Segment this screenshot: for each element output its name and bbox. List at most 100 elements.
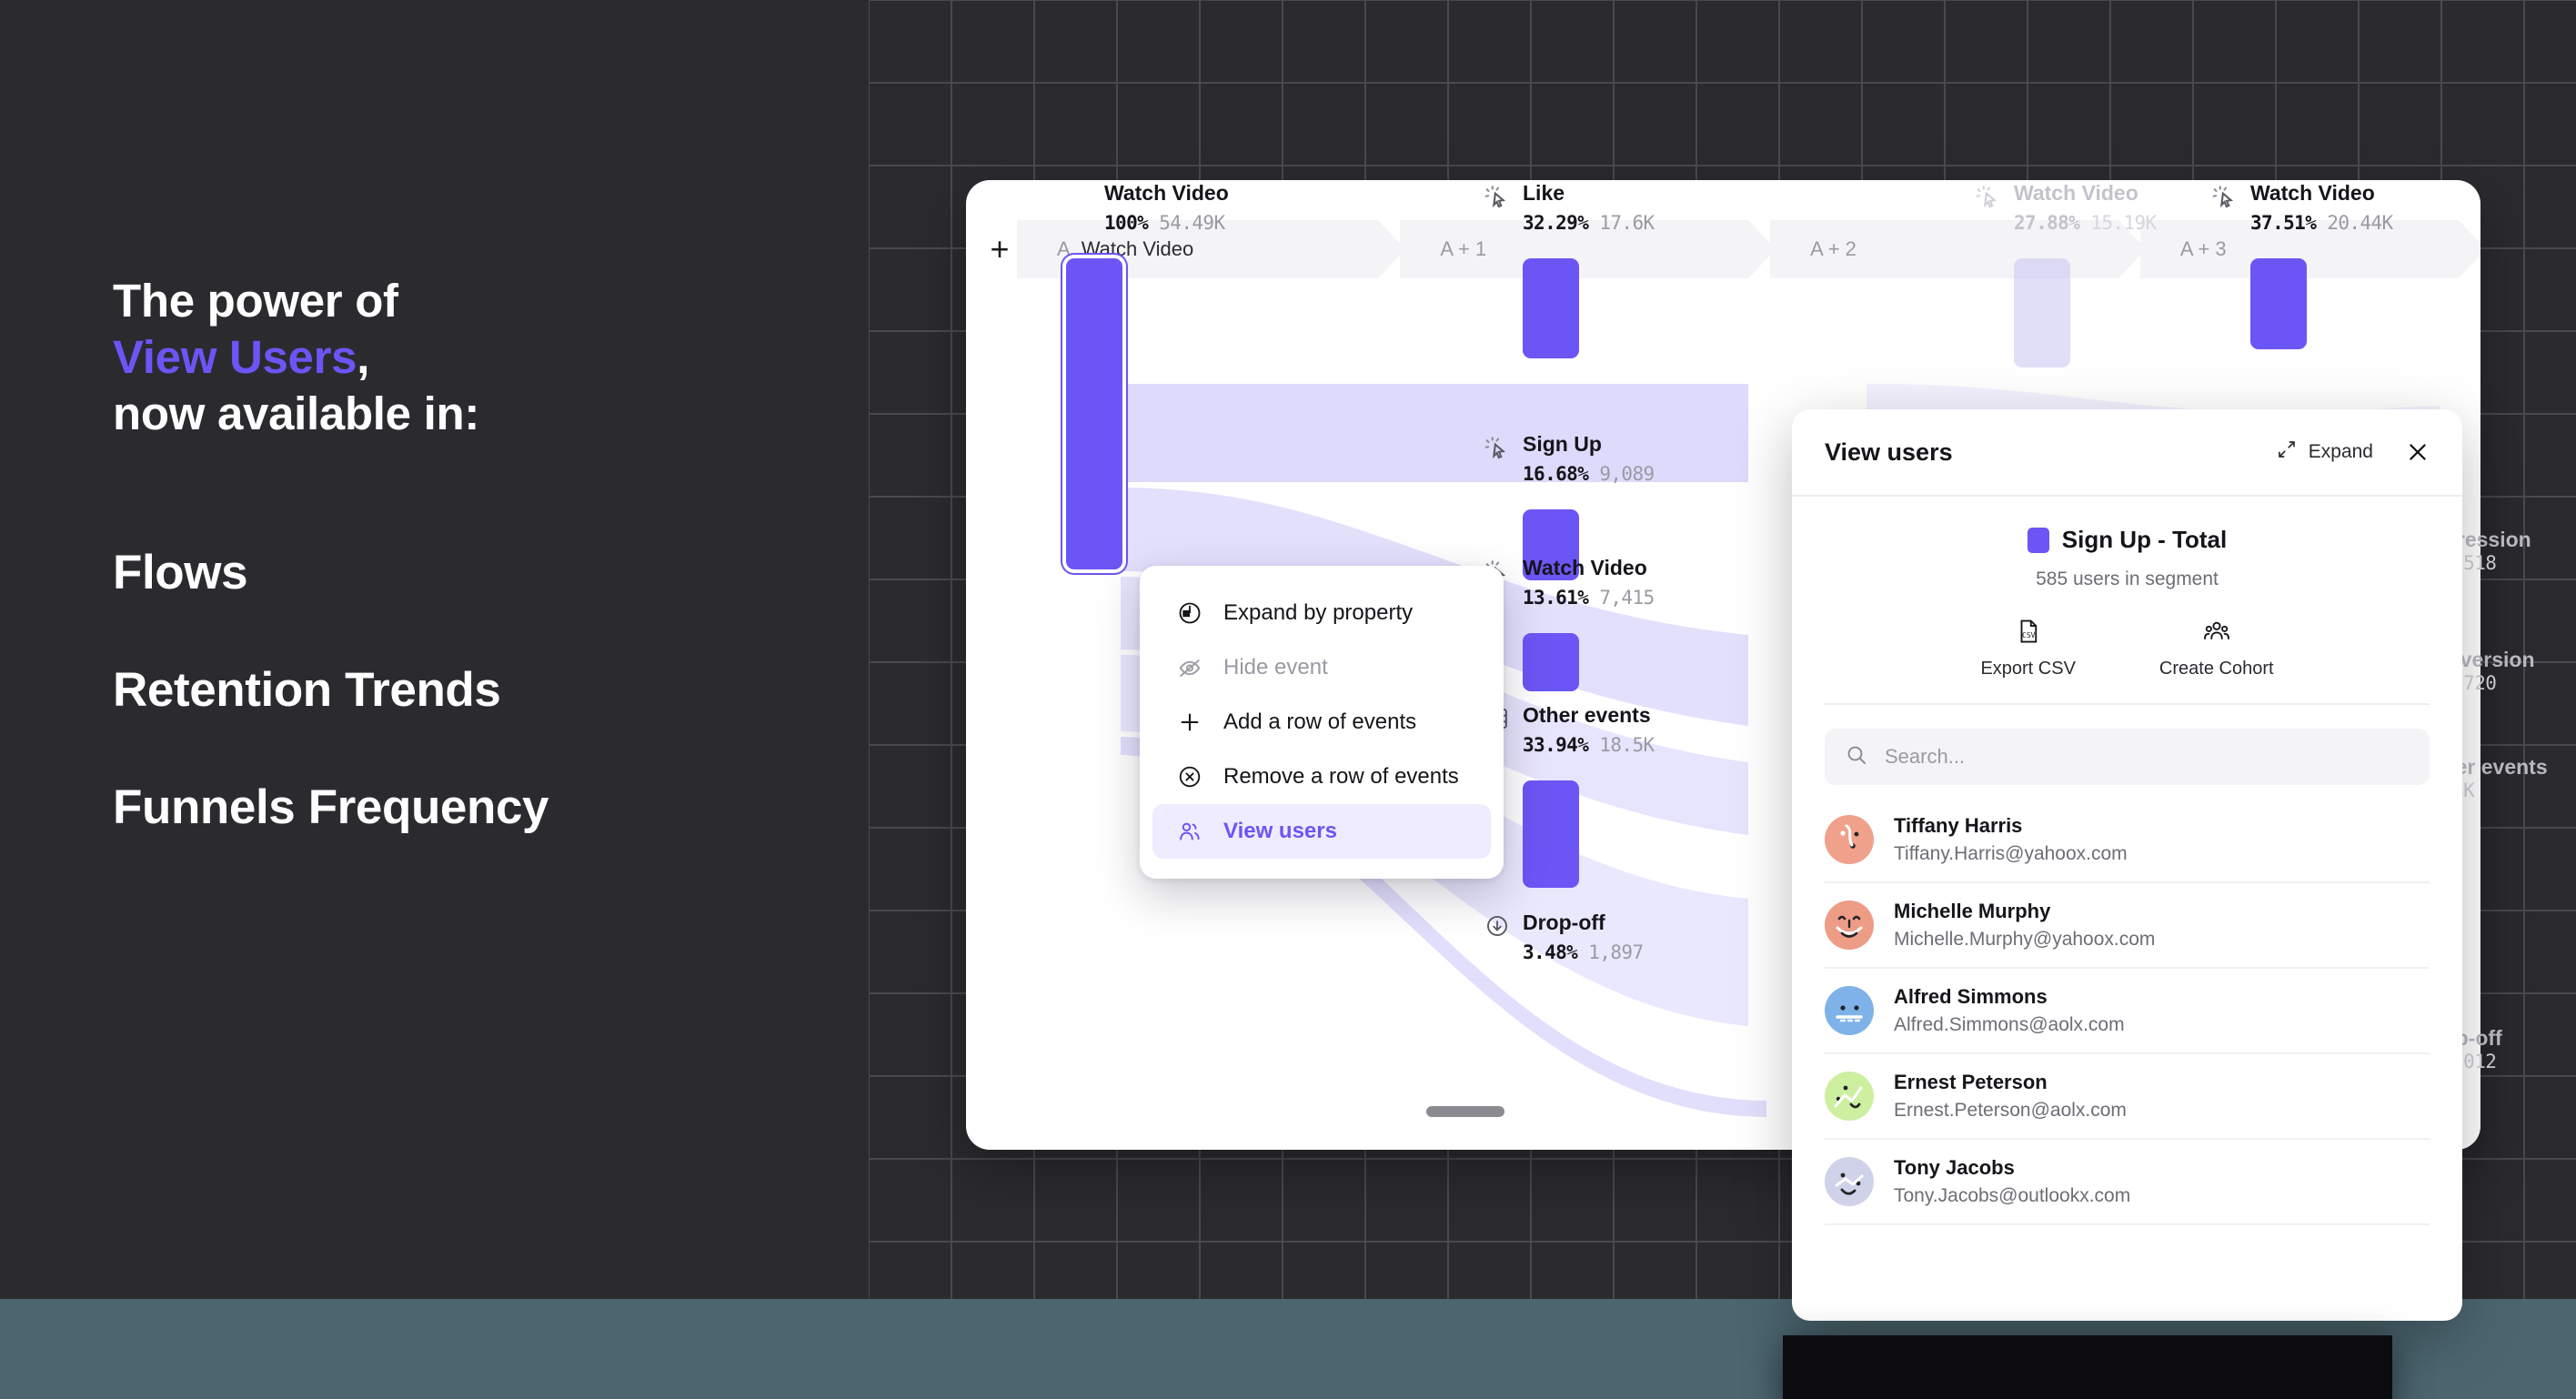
funnel-node-sign-up[interactable]: Sign Up 16.68% 9,089 [1484,431,1655,580]
close-icon[interactable] [2402,437,2433,468]
segment-name: Sign Up - Total [2061,526,2228,553]
node-title: Watch Video [1523,556,1647,579]
avatar [1825,815,1874,864]
menu-item-label: Hide event [1223,655,1328,679]
list-item[interactable]: Alfred Simmons Alfred.Simmons@aolx.com [1825,969,2430,1054]
eye-off-icon [1176,654,1203,681]
context-menu: Expand by property Hide event Add a row … [1140,566,1504,879]
avatar [1825,1157,1874,1206]
funnel-bar-other-events[interactable] [1523,780,1579,888]
node-stats: 3.48% 1,897 [1523,941,1644,963]
user-name: Michelle Murphy [1894,900,2051,922]
export-csv-button[interactable]: CSV Export CSV [1980,618,2076,679]
funnel-column-a2[interactable]: Watch Video 27.88% 15.19K [1976,180,2340,367]
menu-item-label: Add a row of events [1223,710,1417,734]
search-input[interactable] [1885,745,2410,769]
funnel-step-a2-label: A + 2 [1810,237,1857,260]
feature-item-funnels-frequency: Funnels Frequency [113,780,549,834]
node-stats: 27.88% 15.19K [2014,211,2157,234]
menu-item-label: View users [1223,819,1337,843]
cursor-click-icon [1976,184,2003,211]
list-item[interactable]: Tony Jacobs Tony.Jacobs@outlookx.com [1825,1140,2430,1225]
view-users-panel: View users Expand Sign Up - Total [1792,409,2462,1321]
funnel-node-watch-video-a[interactable]: Watch Video 100% 54.49K [1066,180,1366,569]
user-name: Alfred Simmons [1894,985,2048,1008]
create-cohort-button[interactable]: Create Cohort [2159,618,2274,679]
panel-actions: CSV Export CSV Create Cohort [1825,618,2430,679]
funnel-node-other-events[interactable]: Other events 33.94% 18.5K [1484,702,1655,888]
node-stats: 13.61% 7,415 [1523,586,1655,609]
user-email: Michelle.Murphy@yahoox.com [1894,929,2156,950]
avatar [1825,986,1874,1035]
export-csv-label: Export CSV [1980,659,2076,679]
funnel-column-a3[interactable]: Watch Video 37.51% 20.44K [2212,180,2480,349]
node-title: Watch Video [1104,181,1229,205]
funnel-bar-like[interactable] [1523,258,1579,358]
node-stats: 33.94% 18.5K [1523,733,1655,756]
device-bezel [1783,1335,2392,1399]
expand-label: Expand [2308,441,2373,462]
funnel-bar-watch-video-a[interactable] [1066,258,1122,569]
list-item[interactable]: Ernest Peterson Ernest.Peterson@aolx.com [1825,1054,2430,1140]
menu-item-add-row-of-events[interactable]: Add a row of events [1152,695,1491,750]
headline-line-1: The power of [113,275,398,327]
funnel-step-a3-label: A + 3 [2179,237,2227,260]
expand-arrows-icon [2276,438,2298,466]
panel-divider [1825,703,2430,705]
headline-line-3: now available in: [113,387,479,440]
cursor-click-icon [1484,184,1512,211]
user-email: Ernest.Peterson@aolx.com [1894,1100,2127,1121]
plus-icon [1176,709,1203,736]
people-group-icon [2203,618,2230,649]
csv-file-icon: CSV [2015,618,2042,649]
user-list: Tiffany Harris Tiffany.Harris@yahoox.com… [1825,798,2430,1225]
node-title: Sign Up [1523,432,1602,456]
expand-property-icon [1176,599,1203,627]
segment-color-swatch [2027,527,2049,553]
funnel-node-watch-video-a1[interactable]: Watch Video 13.61% 7,415 [1484,555,1655,691]
funnel-node-drop-off[interactable]: Drop-off 3.48% 1,897 [1484,910,1644,967]
marketing-copy: The power of View Users, now available i… [113,273,859,831]
search-field-wrapper[interactable] [1825,729,2430,785]
node-stats: 16.68% 9,089 [1523,462,1655,485]
funnel-bar-watch-video-a2[interactable] [2014,258,2070,367]
avatar [1825,901,1874,950]
node-title: Watch Video [2250,181,2375,205]
panel-title: View users [1825,438,1953,466]
funnel-step-a3[interactable]: A + 3 [2139,220,2480,278]
node-title: Watch Video [2014,181,2138,205]
list-item[interactable]: Michelle Murphy Michelle.Murphy@yahoox.c… [1825,883,2430,969]
search-icon [1845,743,1868,771]
node-title: Drop-off [1523,911,1605,934]
users-icon [1176,818,1203,845]
menu-item-expand-by-property[interactable]: Expand by property [1152,586,1491,640]
menu-item-remove-row-of-events[interactable]: Remove a row of events [1152,750,1491,804]
headline-accent: View Users [113,331,357,384]
feature-item-flows: Flows [113,545,248,599]
menu-item-hide-event: Hide event [1152,640,1491,695]
feature-item-retention-trends: Retention Trends [113,662,501,717]
funnel-bar-watch-video-a1[interactable] [1523,633,1579,691]
expand-button[interactable]: Expand [2276,438,2373,466]
user-email: Tiffany.Harris@yahoox.com [1894,843,2128,864]
segment-row: Sign Up - Total [1825,526,2430,554]
list-item[interactable]: Tiffany Harris Tiffany.Harris@yahoox.com [1825,798,2430,883]
menu-item-view-users[interactable]: View users [1152,804,1491,859]
menu-item-label: Remove a row of events [1223,764,1459,789]
horizontal-scrollbar[interactable] [1426,1106,1504,1117]
create-cohort-label: Create Cohort [2158,659,2274,679]
feature-list: Flows Retention Trends Funnels Frequency [113,549,859,831]
menu-item-label: Expand by property [1223,600,1414,625]
node-title: Other events [1523,703,1651,727]
left-dark-panel [0,0,869,1399]
cursor-click-icon [1484,435,1512,462]
add-step-button[interactable]: + [990,230,1010,267]
funnel-node-like[interactable]: Like 32.29% 17.6K [1484,180,1655,358]
funnel-bar-watch-video-a3[interactable] [2250,258,2307,349]
node-title: Like [1523,181,1565,205]
x-circle-icon [1176,763,1203,790]
funnel-bar-sign-up[interactable] [1523,509,1579,580]
view-users-header: View users Expand [1792,409,2462,497]
node-stats: 100% 54.49K [1104,211,1225,234]
